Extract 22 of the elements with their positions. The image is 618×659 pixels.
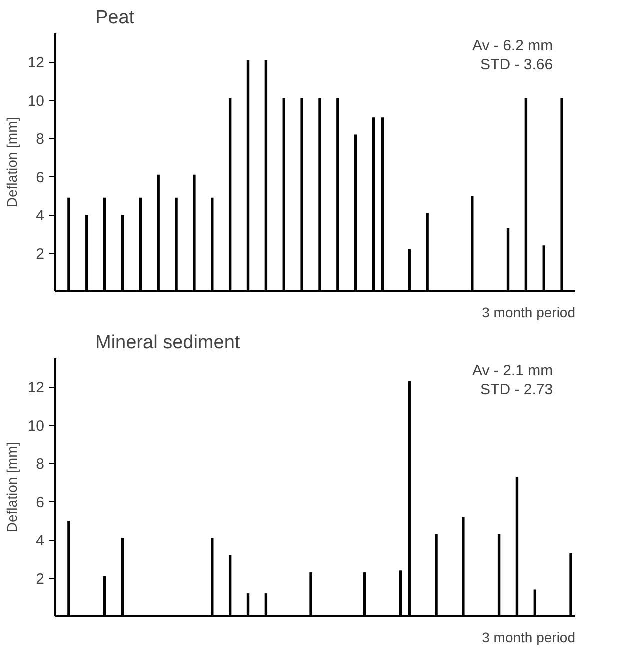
y-tick-label: 2: [36, 570, 44, 588]
annotation: STD - 3.66: [480, 56, 554, 74]
y-tick-label: 8: [36, 131, 44, 148]
annotation: Av - 6.2 mm: [472, 37, 554, 54]
y-tick-label: 2: [36, 246, 44, 263]
y-tick-label: 6: [36, 494, 44, 512]
y-tick-label: 10: [28, 92, 45, 110]
chart-title: Mineral sediment: [96, 332, 241, 354]
annotation: STD - 2.73: [480, 381, 554, 398]
y-tick-label: 4: [36, 208, 44, 225]
y-axis-title: Deflation [mm]: [4, 442, 20, 533]
y-tick-label: 12: [28, 380, 45, 397]
y-tick-label: 8: [36, 456, 44, 474]
x-axis-title: 3 month period: [482, 304, 576, 320]
y-axis-title: Deflation [mm]: [4, 117, 20, 208]
y-tick-label: 4: [36, 532, 44, 550]
y-tick-label: 6: [36, 169, 44, 186]
x-axis-title: 3 month period: [482, 630, 576, 646]
annotation: Av - 2.1 mm: [472, 362, 554, 380]
y-tick-label: 10: [28, 418, 45, 435]
y-tick-label: 12: [28, 54, 45, 72]
chart-title: Peat: [96, 8, 136, 28]
